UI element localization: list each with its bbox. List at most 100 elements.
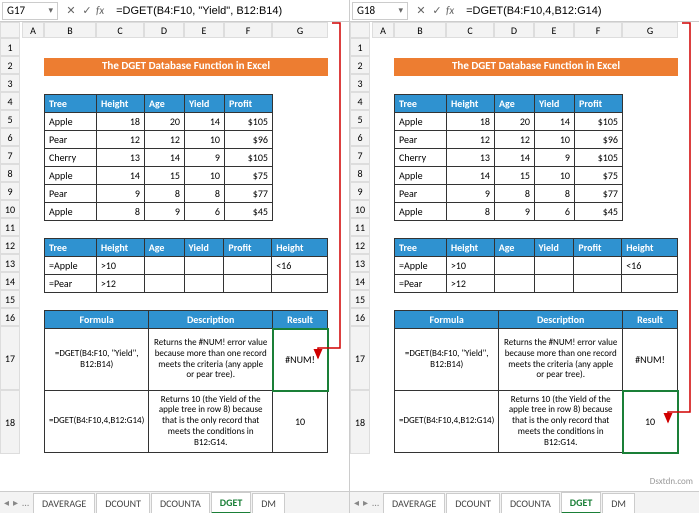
formula-input[interactable]: [462, 2, 699, 20]
row-header-16[interactable]: 16: [0, 308, 20, 326]
data-cell[interactable]: Pear: [45, 185, 97, 203]
data-cell[interactable]: $75: [575, 167, 623, 185]
criteria-cell[interactable]: <16: [622, 257, 678, 275]
column-header-D[interactable]: D: [144, 22, 184, 38]
row-header-3[interactable]: 3: [0, 74, 20, 92]
data-cell[interactable]: Pear: [395, 185, 447, 203]
data-cell[interactable]: 10: [535, 131, 575, 149]
criteria-cell[interactable]: >10: [96, 257, 144, 275]
criteria-cell[interactable]: [144, 275, 184, 293]
criteria-cell[interactable]: [184, 275, 224, 293]
formula-input[interactable]: [112, 2, 349, 20]
column-header-F[interactable]: F: [224, 22, 272, 38]
criteria-cell[interactable]: >12: [96, 275, 144, 293]
data-cell[interactable]: 15: [495, 167, 535, 185]
row-header-7[interactable]: 7: [0, 146, 20, 164]
row-header-17[interactable]: 17: [350, 326, 370, 390]
sheet-tab-dcount[interactable]: DCOUNT: [96, 493, 150, 513]
data-cell[interactable]: $105: [225, 113, 273, 131]
data-cell[interactable]: $75: [225, 167, 273, 185]
sheet-tab-daverage[interactable]: DAVERAGE: [33, 493, 95, 513]
sheet-tab-daverage[interactable]: DAVERAGE: [383, 493, 445, 513]
formula-cell[interactable]: =DGET(B4:F10, "Yield", B12:B14): [45, 329, 149, 391]
data-cell[interactable]: 8: [495, 185, 535, 203]
cancel-icon[interactable]: ✕: [64, 4, 78, 17]
column-header-E[interactable]: E: [184, 22, 224, 38]
row-header-2[interactable]: 2: [350, 56, 370, 74]
data-cell[interactable]: 12: [97, 131, 145, 149]
row-header-10[interactable]: 10: [350, 200, 370, 218]
result-cell[interactable]: 10: [623, 391, 678, 453]
criteria-cell[interactable]: [224, 257, 272, 275]
row-header-12[interactable]: 12: [350, 236, 370, 254]
row-header-5[interactable]: 5: [350, 110, 370, 128]
data-cell[interactable]: 12: [495, 131, 535, 149]
description-cell[interactable]: Returns 10 (the Yield of the apple tree …: [499, 391, 623, 453]
criteria-cell[interactable]: >12: [446, 275, 494, 293]
tab-nav-ellipsis[interactable]: …: [20, 496, 33, 509]
criteria-cell[interactable]: [494, 275, 534, 293]
row-header-5[interactable]: 5: [0, 110, 20, 128]
data-cell[interactable]: Cherry: [45, 149, 97, 167]
row-header-14[interactable]: 14: [0, 272, 20, 290]
name-box-dropdown-icon[interactable]: ▾: [398, 5, 403, 16]
criteria-cell[interactable]: =Pear: [45, 275, 97, 293]
criteria-cell[interactable]: <16: [272, 257, 328, 275]
accept-icon[interactable]: ✓: [430, 4, 444, 17]
column-header-E[interactable]: E: [534, 22, 574, 38]
row-header-1[interactable]: 1: [350, 38, 370, 56]
sheet-tab-dm[interactable]: DM: [602, 493, 635, 513]
description-cell[interactable]: Returns 10 (the Yield of the apple tree …: [149, 391, 273, 453]
formula-cell[interactable]: =DGET(B4:F10,4,B12:G14): [395, 391, 499, 453]
data-cell[interactable]: $45: [225, 203, 273, 221]
name-box-dropdown-icon[interactable]: ▾: [48, 5, 53, 16]
data-cell[interactable]: Apple: [45, 203, 97, 221]
row-header-17[interactable]: 17: [0, 326, 20, 390]
data-cell[interactable]: $105: [575, 113, 623, 131]
select-all-corner[interactable]: [350, 22, 370, 38]
row-header-9[interactable]: 9: [350, 182, 370, 200]
data-cell[interactable]: $105: [225, 149, 273, 167]
data-cell[interactable]: 14: [185, 113, 225, 131]
row-header-8[interactable]: 8: [0, 164, 20, 182]
fx-icon[interactable]: fx: [96, 4, 108, 17]
data-cell[interactable]: 13: [97, 149, 145, 167]
sheet-tab-dget[interactable]: DGET: [211, 492, 252, 513]
row-header-4[interactable]: 4: [0, 92, 20, 110]
column-header-C[interactable]: C: [96, 22, 144, 38]
row-header-11[interactable]: 11: [350, 218, 370, 236]
column-header-A[interactable]: A: [372, 22, 394, 38]
row-header-9[interactable]: 9: [0, 182, 20, 200]
data-cell[interactable]: 15: [145, 167, 185, 185]
column-header-B[interactable]: B: [394, 22, 446, 38]
data-cell[interactable]: Apple: [395, 203, 447, 221]
row-header-13[interactable]: 13: [350, 254, 370, 272]
data-cell[interactable]: 9: [185, 149, 225, 167]
formula-cell[interactable]: =DGET(B4:F10,4,B12:G14): [45, 391, 149, 453]
result-cell[interactable]: 10: [273, 391, 328, 453]
select-all-corner[interactable]: [0, 22, 20, 38]
data-cell[interactable]: $77: [225, 185, 273, 203]
data-cell[interactable]: 9: [495, 203, 535, 221]
column-header-F[interactable]: F: [574, 22, 622, 38]
data-cell[interactable]: 6: [535, 203, 575, 221]
data-cell[interactable]: 6: [185, 203, 225, 221]
row-header-4[interactable]: 4: [350, 92, 370, 110]
data-cell[interactable]: Apple: [395, 113, 447, 131]
description-cell[interactable]: Returns the #NUM! error value because mo…: [499, 329, 623, 391]
data-cell[interactable]: Pear: [45, 131, 97, 149]
result-cell[interactable]: #NUM!: [623, 329, 678, 391]
data-cell[interactable]: 9: [447, 185, 495, 203]
data-cell[interactable]: Cherry: [395, 149, 447, 167]
data-cell[interactable]: Apple: [45, 167, 97, 185]
data-cell[interactable]: $77: [575, 185, 623, 203]
tab-nav-ellipsis[interactable]: …: [370, 496, 383, 509]
description-cell[interactable]: Returns the #NUM! error value because mo…: [149, 329, 273, 391]
criteria-cell[interactable]: [224, 275, 272, 293]
data-cell[interactable]: 8: [535, 185, 575, 203]
data-cell[interactable]: 18: [97, 113, 145, 131]
data-cell[interactable]: $96: [575, 131, 623, 149]
data-cell[interactable]: $96: [225, 131, 273, 149]
tab-nav-next-icon[interactable]: ▸: [11, 496, 20, 509]
column-header-C[interactable]: C: [446, 22, 494, 38]
